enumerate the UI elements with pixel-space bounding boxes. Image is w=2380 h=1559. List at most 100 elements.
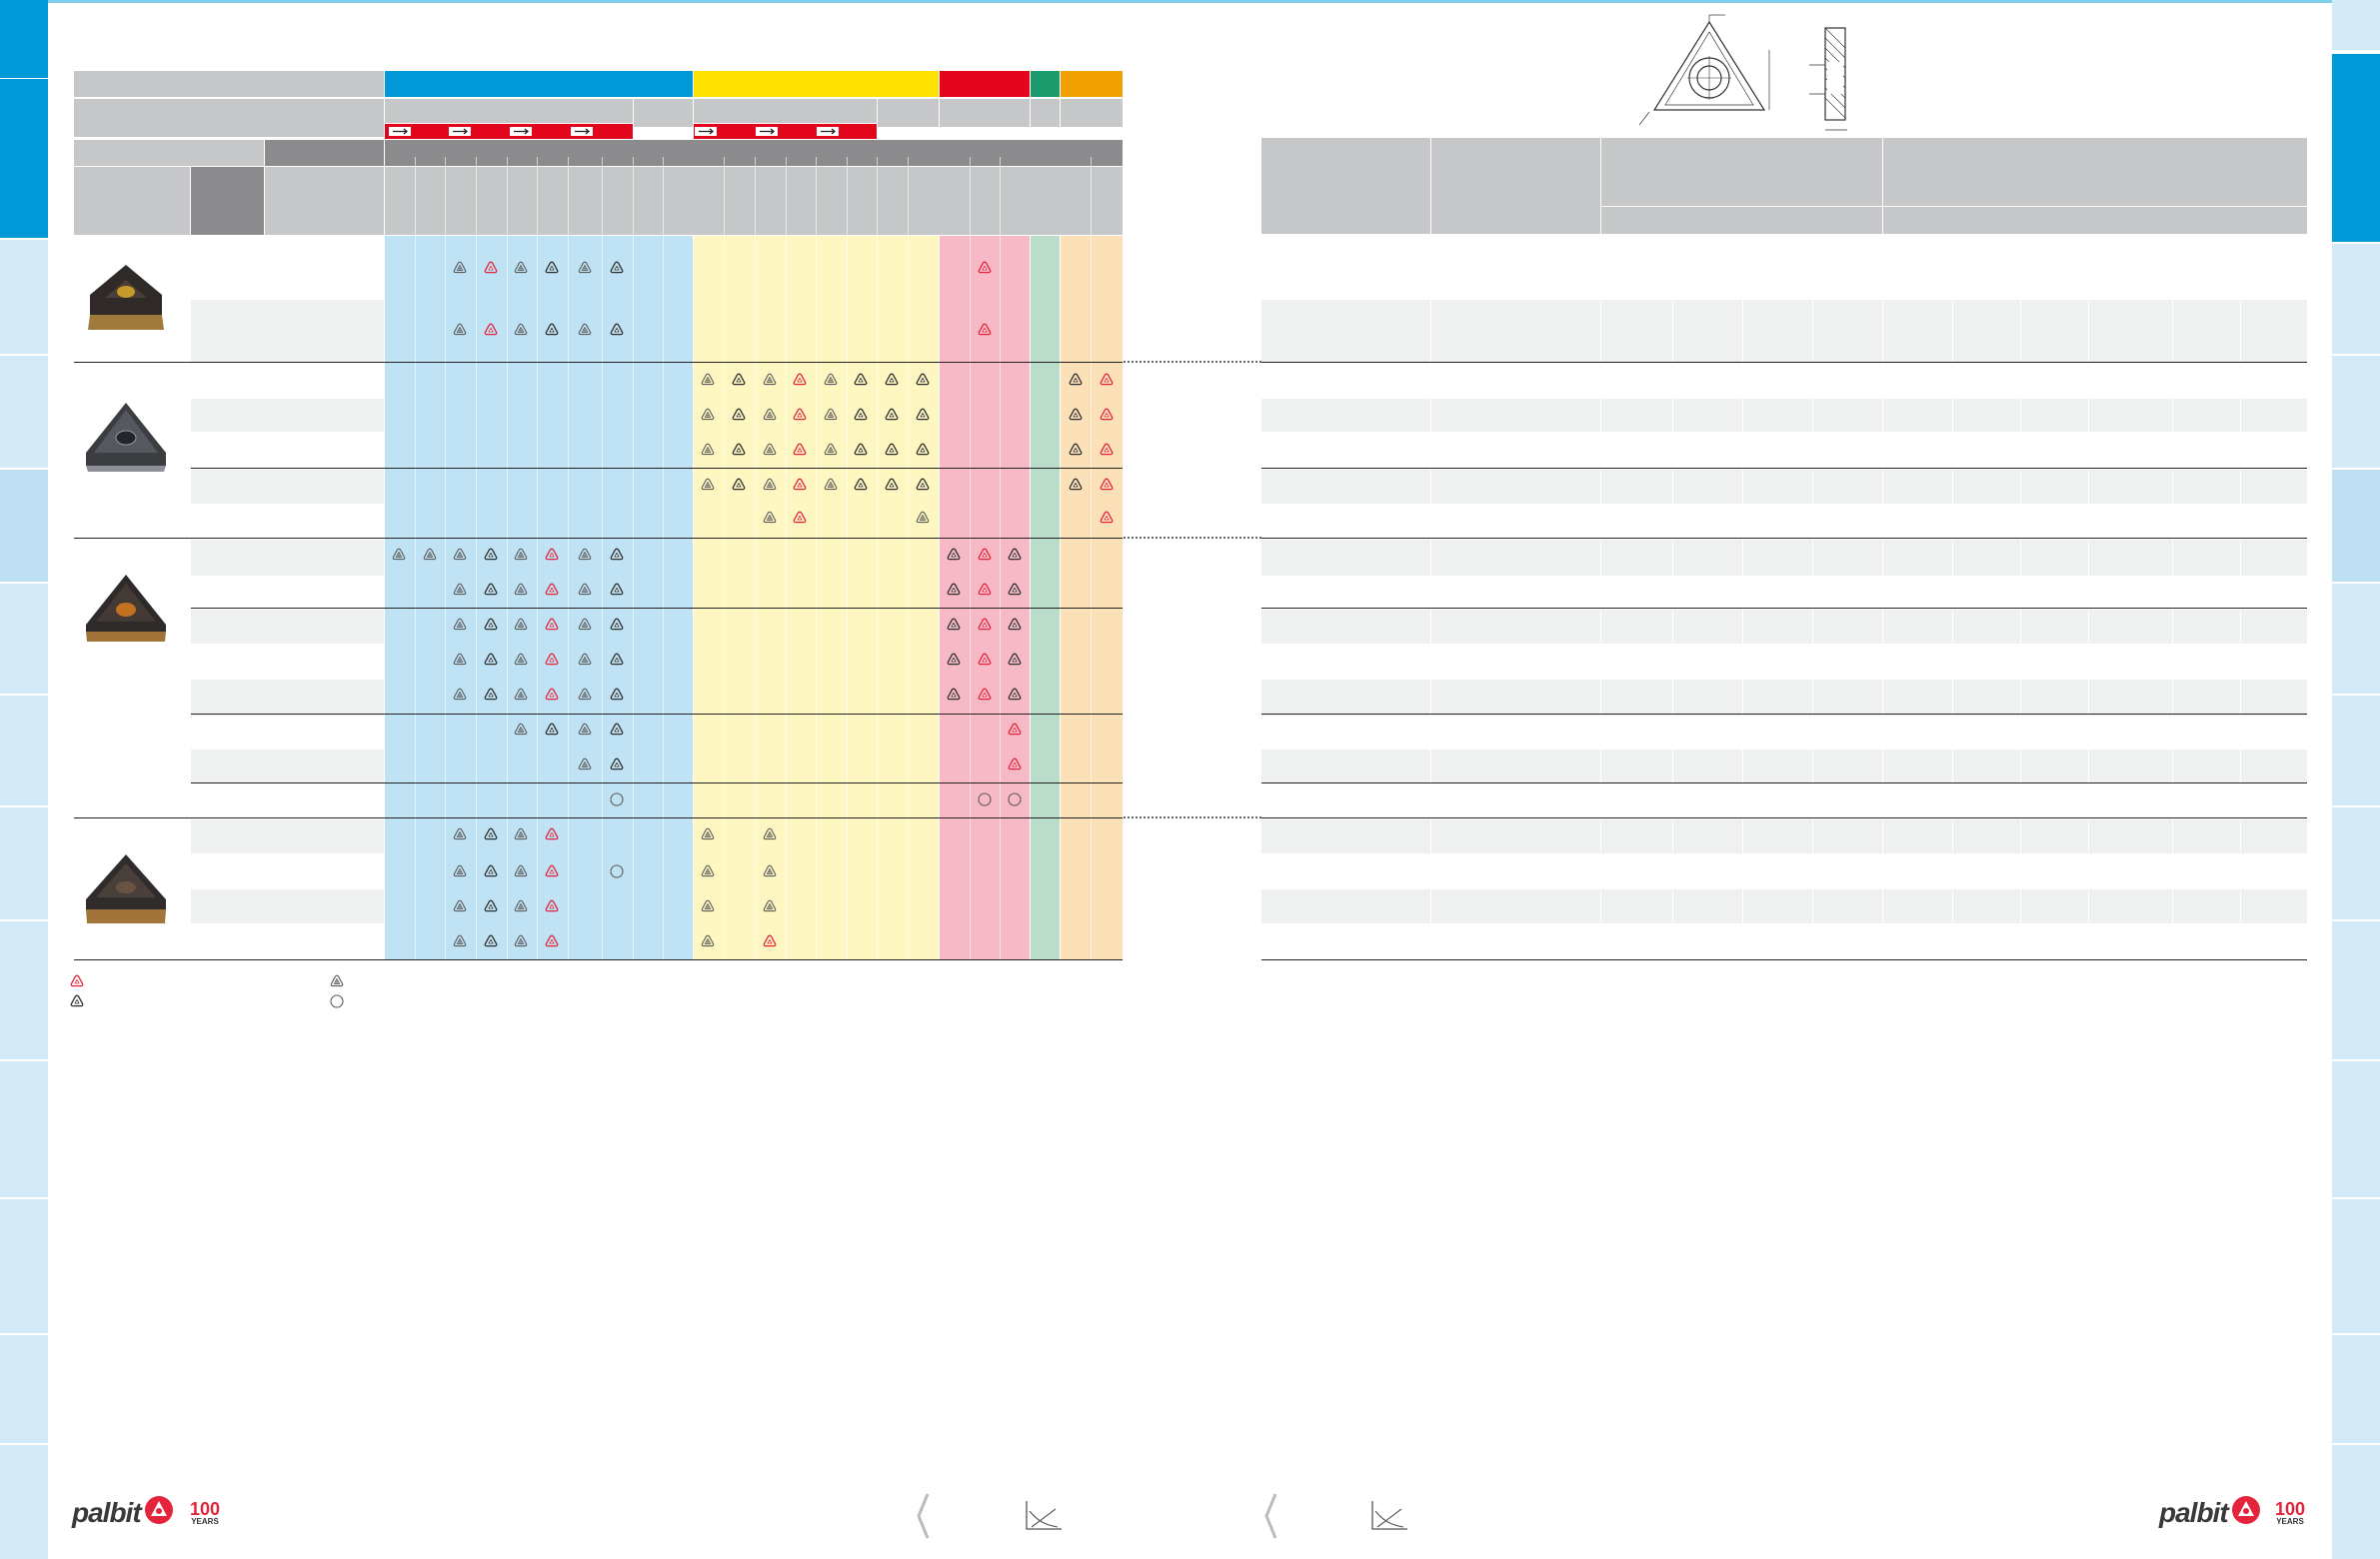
logo-text: palbit bbox=[2159, 1497, 2229, 1528]
row-separator bbox=[191, 782, 1123, 783]
side-tab[interactable] bbox=[2332, 1333, 2380, 1443]
page-back-icon[interactable] bbox=[1261, 1491, 1281, 1541]
wear-graph-icon bbox=[1371, 1501, 1407, 1530]
side-tab[interactable] bbox=[2332, 919, 2380, 1059]
band-n bbox=[1031, 236, 1060, 959]
page-back-icon[interactable] bbox=[914, 1491, 934, 1541]
side-tab[interactable] bbox=[2332, 805, 2380, 919]
row-stripe bbox=[1261, 750, 2307, 783]
side-tab[interactable] bbox=[0, 238, 48, 354]
recommended-insert-icon bbox=[70, 974, 84, 987]
row-stripe bbox=[1261, 540, 2307, 576]
alternative-insert-icon bbox=[578, 323, 592, 336]
band-p bbox=[385, 236, 693, 959]
side-tab[interactable] bbox=[2332, 0, 2380, 50]
header-cell bbox=[74, 167, 190, 235]
palbit-logo[interactable]: palbit bbox=[2159, 1497, 2229, 1529]
grade-symbol-grid bbox=[392, 261, 1114, 947]
insert-image-1 bbox=[88, 265, 164, 330]
alternative-insert-icon bbox=[453, 261, 467, 274]
side-tab[interactable] bbox=[0, 78, 48, 239]
years-word: YEARS bbox=[191, 1517, 219, 1526]
header-cell bbox=[1601, 207, 1882, 234]
suitable-insert-icon bbox=[610, 323, 624, 336]
header-cell bbox=[1061, 99, 1123, 127]
dotted-connector bbox=[1124, 537, 1261, 539]
row-stripe bbox=[191, 680, 384, 716]
band-s bbox=[1061, 236, 1123, 959]
side-tab[interactable] bbox=[0, 1333, 48, 1443]
insert-image-3 bbox=[86, 575, 166, 642]
years-number: 100 bbox=[2274, 1499, 2306, 1519]
side-tab[interactable] bbox=[0, 1443, 48, 1559]
side-tab[interactable] bbox=[0, 919, 48, 1059]
insert-image-4 bbox=[86, 854, 166, 923]
header-cell bbox=[74, 99, 384, 137]
alternative-insert-icon bbox=[578, 261, 592, 274]
header-cell bbox=[940, 99, 1030, 127]
range-arrows bbox=[389, 127, 839, 136]
years-number: 100 bbox=[189, 1499, 221, 1519]
side-tab[interactable] bbox=[0, 805, 48, 919]
side-tab[interactable] bbox=[0, 1197, 48, 1333]
group-separator bbox=[74, 959, 1123, 960]
header-cell bbox=[385, 99, 633, 123]
header-cell bbox=[1883, 138, 2307, 206]
row-separator bbox=[191, 714, 1123, 715]
side-tab[interactable] bbox=[2332, 242, 2380, 354]
recommended-insert-icon bbox=[978, 261, 992, 274]
row-stripe bbox=[191, 750, 384, 783]
suitable-insert-icon bbox=[610, 261, 624, 274]
header-cell bbox=[74, 71, 384, 97]
side-tab[interactable] bbox=[2332, 52, 2380, 242]
palbit-logo[interactable]: palbit bbox=[72, 1497, 142, 1529]
row-stripe bbox=[191, 399, 384, 432]
header-cell bbox=[191, 167, 264, 235]
side-tab[interactable] bbox=[2332, 468, 2380, 582]
header-cell bbox=[74, 140, 264, 166]
top-rule bbox=[48, 0, 2333, 3]
header-cell bbox=[1261, 138, 1430, 234]
side-tab[interactable] bbox=[0, 0, 48, 78]
material-group-s-header bbox=[1061, 71, 1123, 97]
row-stripe bbox=[1261, 300, 2307, 362]
row-stripe bbox=[191, 819, 384, 853]
header-cell bbox=[878, 99, 939, 127]
side-tab[interactable] bbox=[2332, 582, 2380, 694]
legend bbox=[70, 974, 344, 1008]
header-cell bbox=[265, 167, 384, 235]
recommended-insert-icon bbox=[484, 261, 498, 274]
row-separator bbox=[191, 608, 1123, 609]
row-stripe bbox=[1261, 399, 2307, 432]
side-tab[interactable] bbox=[0, 354, 48, 468]
years-badge: 100 YEARS bbox=[184, 1499, 226, 1526]
side-tab[interactable] bbox=[2332, 1059, 2380, 1197]
wear-graph-icon bbox=[1026, 1501, 1062, 1530]
side-tab[interactable] bbox=[2332, 354, 2380, 468]
row-stripe bbox=[1261, 889, 2307, 923]
header-cell bbox=[1431, 138, 1600, 234]
header-cell bbox=[1031, 99, 1060, 127]
row-stripe bbox=[191, 610, 384, 644]
side-tab[interactable] bbox=[2332, 1443, 2380, 1559]
side-tab[interactable] bbox=[0, 582, 48, 694]
side-tab[interactable] bbox=[0, 1059, 48, 1197]
suitable-insert-icon bbox=[70, 994, 84, 1007]
row-stripe bbox=[1261, 610, 2307, 644]
header-cell bbox=[694, 99, 877, 123]
row-stripe bbox=[191, 540, 384, 576]
row-separator bbox=[191, 468, 1123, 469]
row-stripe bbox=[191, 889, 384, 923]
side-tab[interactable] bbox=[2332, 1197, 2380, 1333]
side-tab[interactable] bbox=[0, 694, 48, 805]
recommended-insert-icon bbox=[978, 323, 992, 336]
material-group-k-header bbox=[940, 71, 1030, 97]
side-tab[interactable] bbox=[0, 468, 48, 582]
palbit-logo-icon bbox=[2232, 1496, 2260, 1524]
possible-insert-icon bbox=[330, 994, 344, 1008]
row-stripe bbox=[1261, 819, 2307, 853]
suitable-insert-icon bbox=[545, 323, 559, 336]
row-stripe bbox=[1261, 470, 2307, 504]
palbit-logo-icon bbox=[145, 1496, 173, 1524]
side-tab[interactable] bbox=[2332, 694, 2380, 805]
